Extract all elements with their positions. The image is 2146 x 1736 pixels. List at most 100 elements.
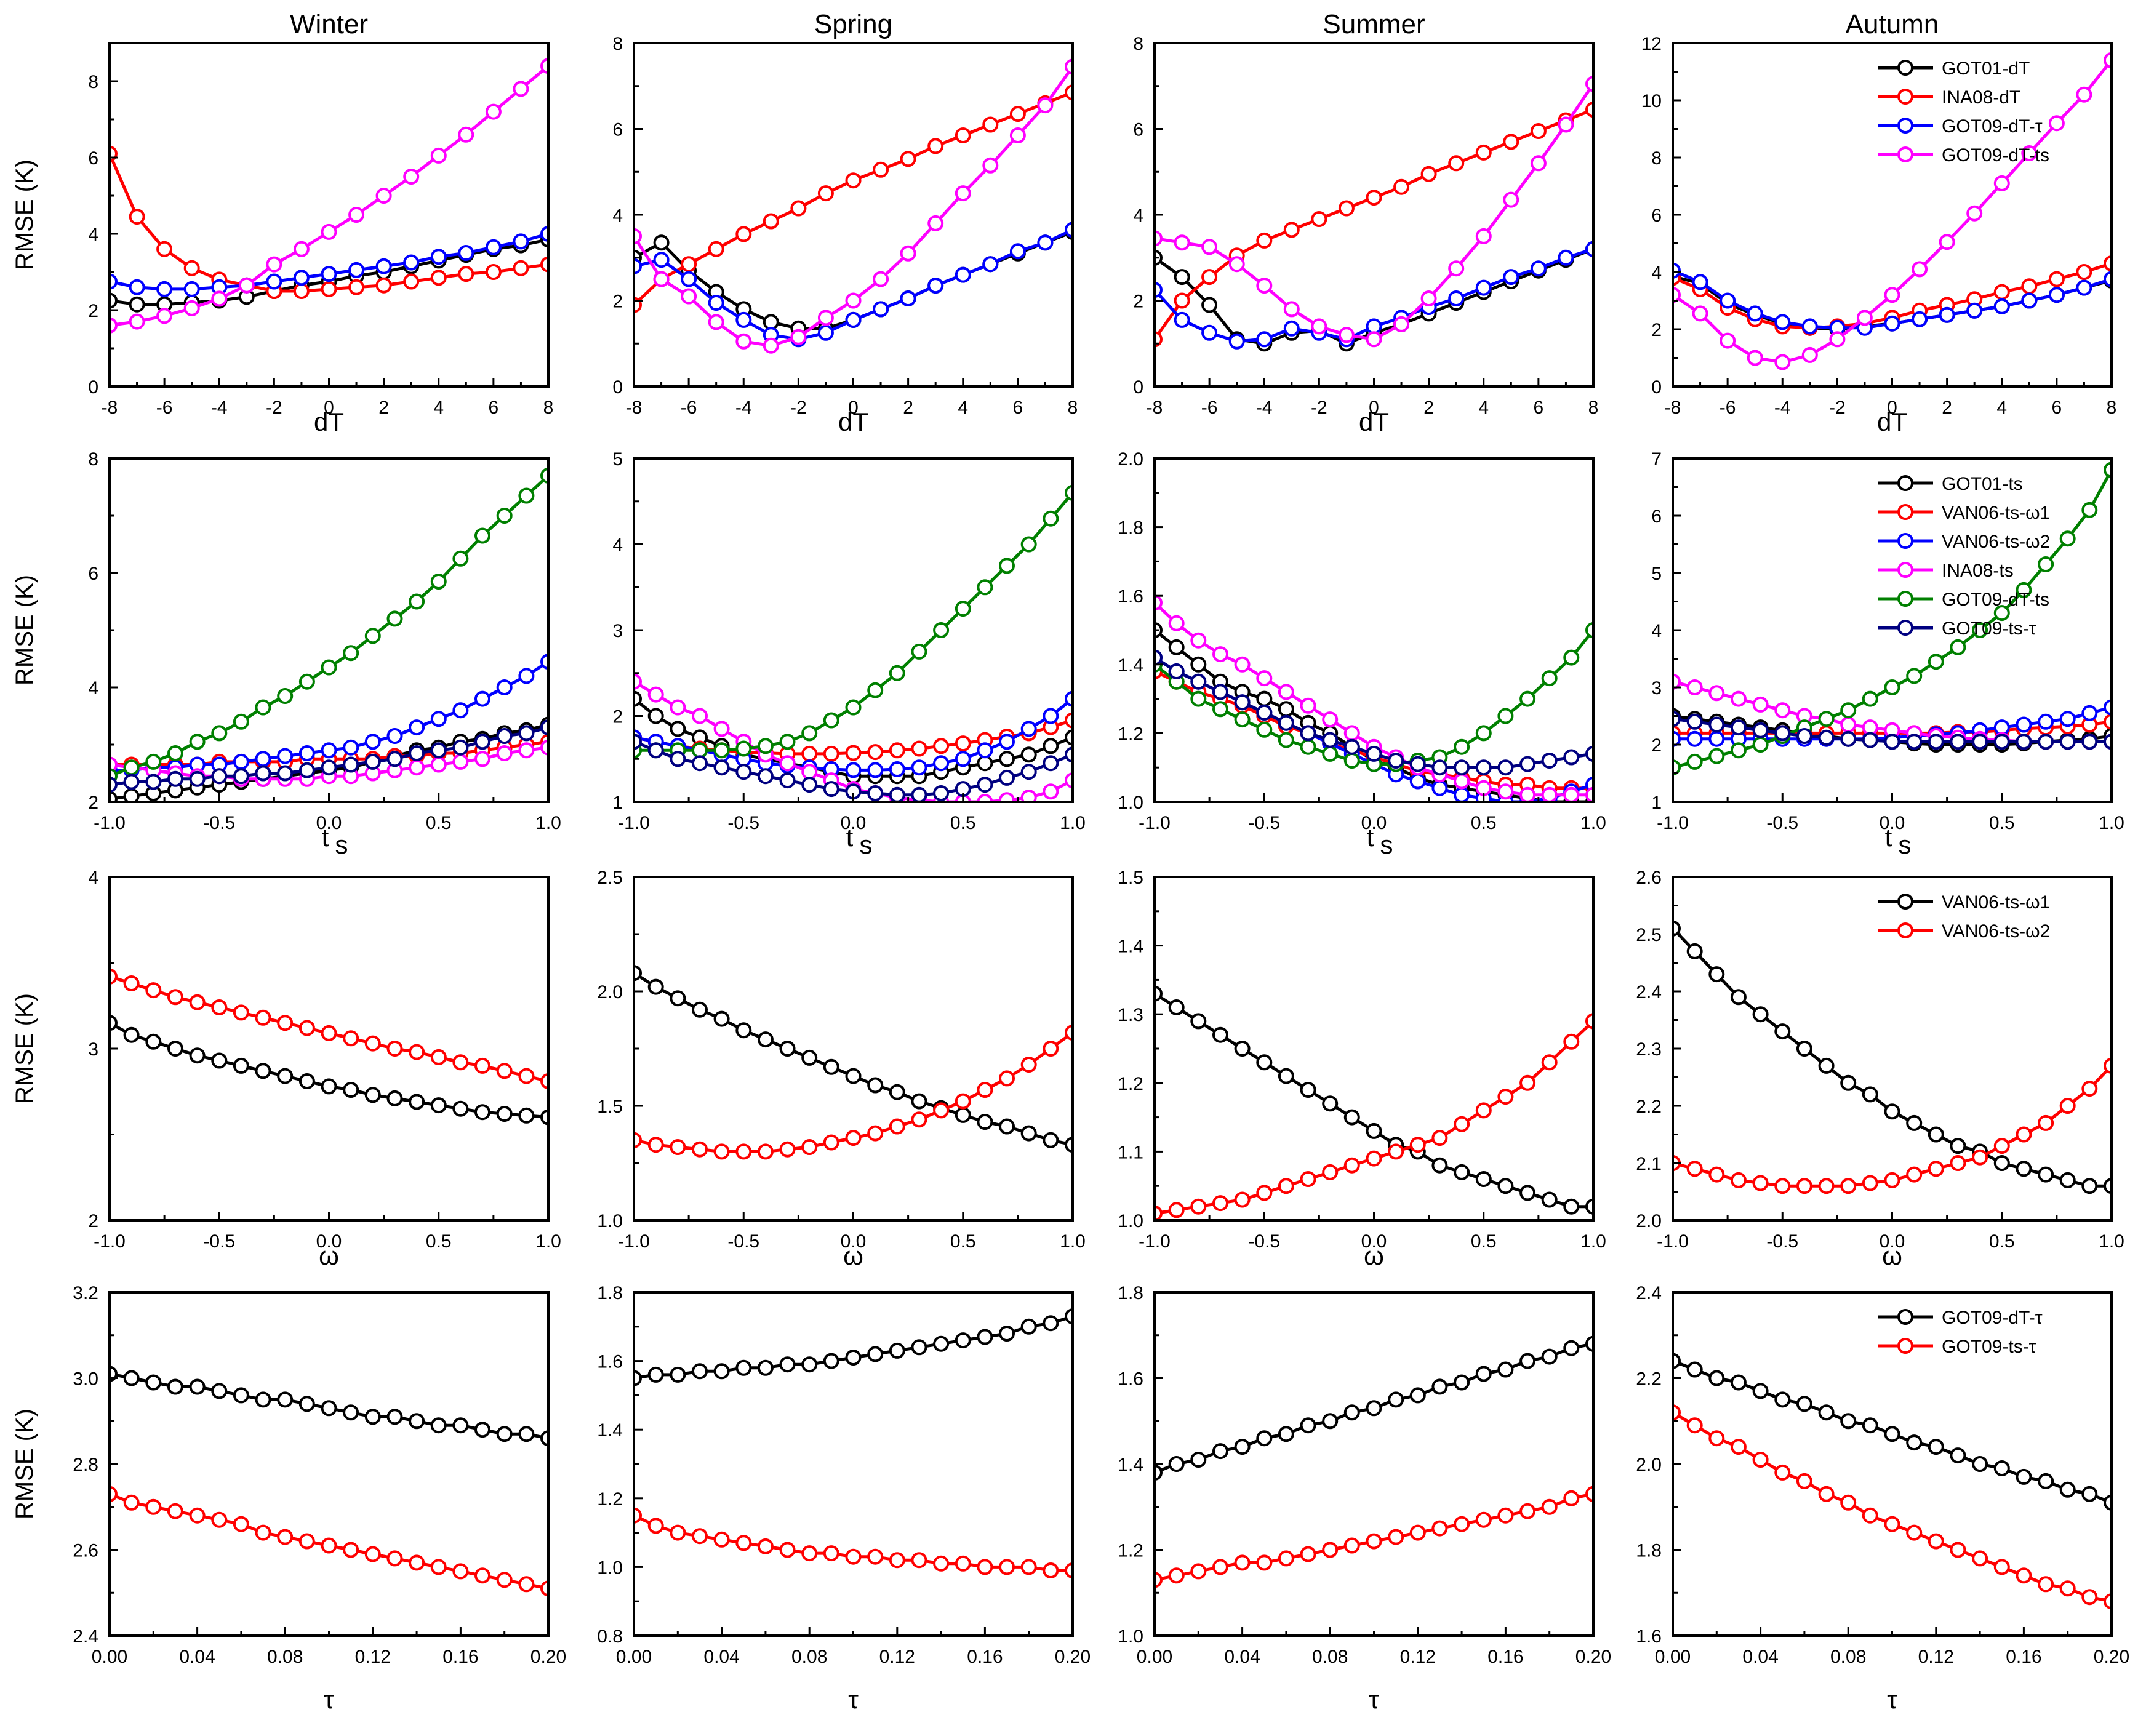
plot-area <box>110 1366 548 1597</box>
x-tick-label: 0.16 <box>442 1647 478 1667</box>
data-point-GOT09-ts-τ <box>647 742 664 759</box>
data-point-GOT09-ts-τ <box>911 1552 927 1569</box>
data-point-GOT09-dT-ts <box>1939 234 1955 250</box>
data-point-GOT09-dT-ts <box>1420 290 1437 306</box>
data-point-VAN06-ts-ω2 <box>2038 1114 2054 1131</box>
y-tick-label: 1.0 <box>597 1211 623 1231</box>
x-axis-label: t <box>1367 823 1374 852</box>
data-point-GOT09-dT-ts <box>1497 708 1514 724</box>
data-point-VAN06-ts-ω2 <box>1884 1172 1900 1188</box>
y-tick-label: 1.0 <box>1118 1626 1143 1647</box>
x-tick-label: 0.5 <box>426 1231 452 1252</box>
data-point-VAN06-ts-ω2 <box>189 994 206 1010</box>
data-point-INA08-ts <box>977 794 993 802</box>
data-point-INA08-dT <box>1393 178 1410 195</box>
data-point-GOT09-dT-ts <box>779 734 796 750</box>
x-tick-label: 0.0 <box>841 813 867 833</box>
x-tick-label: 0.0 <box>1880 813 1905 833</box>
data-point-GOT09-dT-τ <box>1278 1426 1294 1442</box>
y-tick-label: 8 <box>88 72 98 92</box>
data-point-VAN06-ts-ω1 <box>955 735 971 752</box>
data-point-GOT09-dT-ts <box>845 699 862 716</box>
y-tick-label: 3 <box>1651 678 1662 698</box>
data-point-VAN06-ts-ω1 <box>2016 1161 2032 1177</box>
data-point-GOT09-ts-τ <box>647 1518 664 1534</box>
data-point-GOT09-dT-ts <box>867 682 884 698</box>
data-point-GOT09-ts-τ <box>1043 1562 1059 1578</box>
panel-2-3: -1.0 -0.5 0.0 0.5 1.0 2.0 2.1 2.2 2.3 2.4 2.5 2.6 ω V… <box>1636 868 2124 1270</box>
data-point-GOT09-dT-τ <box>911 1339 927 1356</box>
data-point-VAN06-ts-ω2 <box>211 999 228 1015</box>
data-point-INA08-ts <box>1541 786 1558 802</box>
data-point-INA08-dT <box>321 281 337 297</box>
data-point-GOT09-ts-τ <box>779 1542 796 1558</box>
data-point-GOT09-ts-τ <box>713 759 730 776</box>
data-point-GOT01-dT <box>1201 297 1218 313</box>
data-point-GOT09-ts-τ <box>1673 1404 1681 1421</box>
data-point-VAN06-ts-ω1 <box>1497 1178 1514 1194</box>
data-point-GOT09-dT-ts <box>900 245 916 262</box>
data-point-INA08-dT <box>1585 102 1593 118</box>
data-point-GOT09-dT-τ <box>409 1413 425 1430</box>
y-tick-label: 12 <box>1641 34 1662 54</box>
y-tick-label: 1.2 <box>1118 724 1143 744</box>
data-point-VAN06-ts-ω2 <box>110 968 118 985</box>
data-point-GOT09-dT-ts <box>2021 145 2038 161</box>
data-point-GOT09-dT-τ <box>867 1346 884 1362</box>
x-axis-label: t <box>846 823 854 852</box>
data-point-INA08-ts <box>1256 670 1273 687</box>
data-point-GOT09-ts-τ <box>1541 753 1558 769</box>
data-point-GOT09-dT-ts <box>1475 725 1492 742</box>
data-point-VAN06-ts-ω2 <box>1366 1150 1382 1167</box>
data-point-GOT09-dT-ts <box>1174 234 1190 251</box>
data-point-VAN06-ts-ω2 <box>1190 1198 1207 1215</box>
data-point-GOT09-dT-τ <box>540 1430 548 1447</box>
x-tick-label: 0.0 <box>1361 1231 1387 1252</box>
x-tick-label: 0.08 <box>1312 1647 1348 1667</box>
data-point-GOT09-dT-τ <box>403 254 420 271</box>
data-point-GOT09-dT-ts <box>801 725 818 742</box>
panel-1-1: -1.0 -0.5 0.0 0.5 1.0 1 2 3 4 5 t s <box>612 449 1086 859</box>
data-point-GOT09-dT-ts <box>540 58 548 74</box>
data-point-GOT09-ts-τ <box>1752 722 1769 738</box>
data-point-GOT09-ts-τ <box>911 786 927 802</box>
x-axis-label: dT <box>1877 407 1907 436</box>
data-point-GOT09-dT-τ <box>343 1404 359 1421</box>
data-point-GOT01-ts <box>1256 690 1273 707</box>
data-point-GOT09-dT-τ <box>485 239 502 255</box>
y-axis-label: RMSE (K) <box>11 1409 38 1519</box>
data-point-INA08-ts <box>1065 772 1073 789</box>
data-point-VAN06-ts-ω2 <box>845 762 862 778</box>
data-point-GOT09-dT-ts <box>183 300 200 316</box>
data-point-GOT09-dT-τ <box>735 311 752 328</box>
data-point-GOT09-ts-τ <box>801 1545 818 1562</box>
data-point-GOT09-ts-τ <box>145 1498 162 1515</box>
data-point-VAN06-ts-ω2 <box>1043 1041 1059 1057</box>
y-tick-label: 1.4 <box>1118 655 1143 676</box>
data-point-GOT09-dT-τ <box>873 301 889 318</box>
x-tick-label: 0.12 <box>1400 1647 1436 1667</box>
y-tick-label: 0 <box>88 377 98 398</box>
y-tick-label: 2 <box>612 292 623 312</box>
data-point-GOT09-dT-τ <box>1155 282 1163 298</box>
data-point-VAN06-ts-ω2 <box>2038 713 2054 730</box>
x-tick-label: 0.20 <box>2094 1647 2129 1667</box>
y-tick-label: 5 <box>612 449 623 470</box>
data-point-GOT09-dT-ts <box>1829 331 1846 348</box>
data-point-INA08-dT <box>430 270 447 286</box>
axes-frame <box>1153 1291 1595 1637</box>
data-point-GOT09-dT-τ <box>955 266 971 283</box>
data-point-VAN06-ts-ω2 <box>1168 1202 1185 1218</box>
data-point-GOT09-dT-τ <box>1174 311 1190 328</box>
x-tick-label: 1.0 <box>535 813 561 833</box>
data-point-GOT09-dT-τ <box>110 1366 118 1382</box>
data-point-VAN06-ts-ω2 <box>867 1125 884 1142</box>
data-point-INA08-ts <box>518 742 535 759</box>
x-tick-label: 0.04 <box>1742 1647 1778 1667</box>
x-tick-label: 0.04 <box>1224 1647 1260 1667</box>
data-point-GOT09-dT-ts <box>1884 287 1900 303</box>
data-point-VAN06-ts-ω1 <box>1043 1132 1059 1148</box>
data-point-GOT09-dT-τ <box>1686 1361 1703 1378</box>
data-point-GOT09-ts-τ <box>1431 1520 1448 1537</box>
data-point-GOT09-ts-τ <box>1884 734 1900 750</box>
